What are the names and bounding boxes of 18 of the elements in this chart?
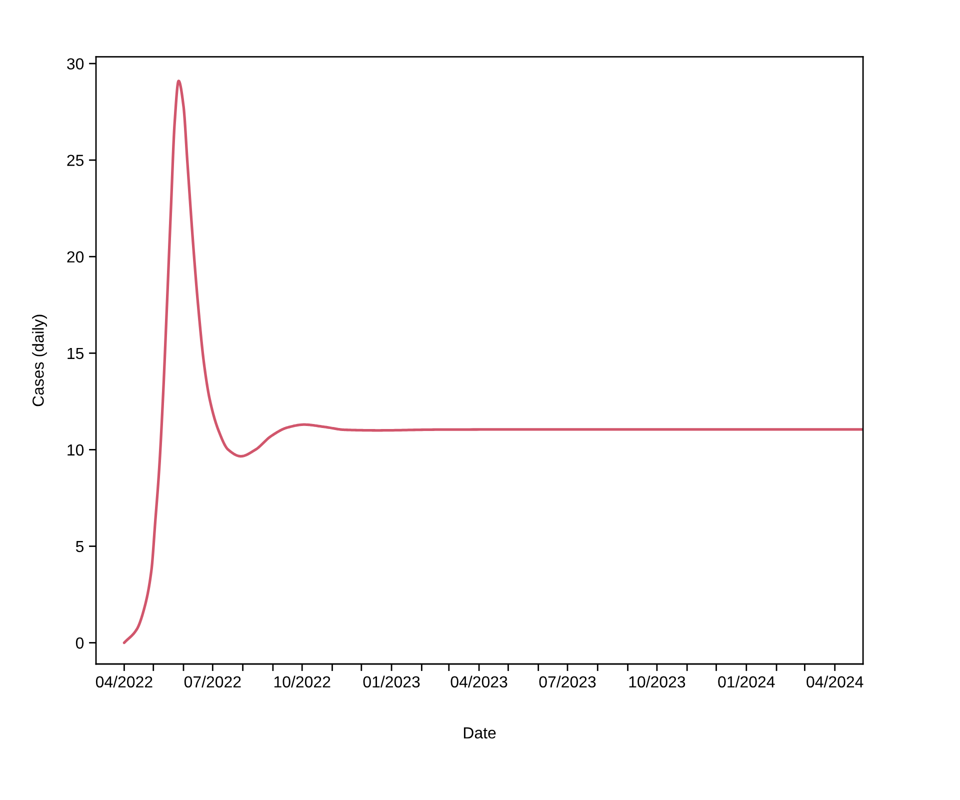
x-tick-label: 04/2024	[806, 676, 864, 688]
x-tick-label: 10/2023	[629, 676, 686, 688]
x-tick-label: 07/2023	[539, 676, 596, 688]
x-tick-label: 07/2022	[184, 676, 241, 688]
y-tick-label: 0	[76, 637, 84, 649]
x-tick-label: 04/2022	[96, 676, 152, 688]
y-tick-label: 10	[68, 444, 84, 456]
x-tick-label: 10/2022	[274, 676, 330, 688]
x-tick-label: 01/2023	[363, 676, 420, 688]
x-tick-label: 01/2024	[718, 676, 775, 688]
y-tick-label: 20	[67, 251, 84, 263]
x-axis-title: Date	[464, 727, 496, 739]
y-tick-label: 15	[68, 348, 84, 360]
y-tick-label: 30	[67, 58, 84, 70]
y-tick-label: 25	[67, 154, 84, 166]
y-axis-title: Cases (daily)	[32, 314, 47, 406]
x-tick-label: 04/2023	[450, 676, 508, 688]
y-tick-label: 5	[76, 541, 84, 552]
